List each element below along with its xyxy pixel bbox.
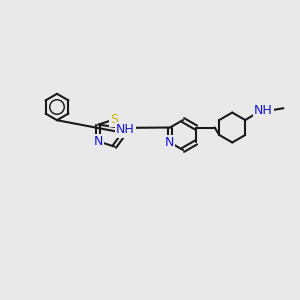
Text: N: N bbox=[94, 135, 103, 148]
Text: S: S bbox=[110, 113, 118, 126]
Text: NH: NH bbox=[254, 104, 273, 117]
Text: N: N bbox=[164, 136, 174, 149]
Text: NH: NH bbox=[116, 123, 135, 136]
